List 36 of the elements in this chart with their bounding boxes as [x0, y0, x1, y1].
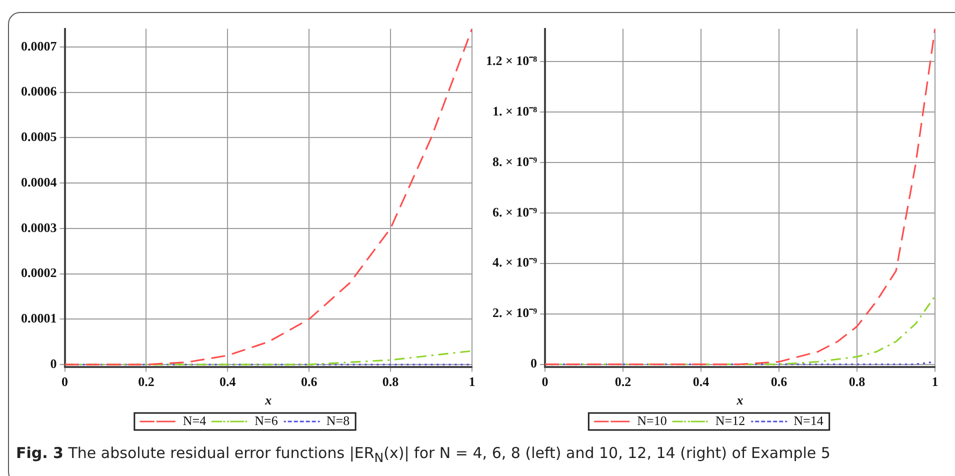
legend-label: N=4	[182, 412, 207, 428]
x-tick-label: 0.2	[614, 374, 632, 389]
y-tick-label: 0	[50, 356, 57, 371]
legend-label: N=8	[326, 412, 350, 428]
y-tick-label: 8. × 10⁻⁹	[492, 154, 538, 169]
y-tick-label: 0.0005	[21, 129, 58, 144]
y-tick-label: 1.2 × 10⁻⁸	[486, 52, 538, 68]
y-tick-label: 0.0003	[21, 220, 58, 235]
y-tick-label: 1. × 10⁻⁸	[492, 103, 538, 118]
y-tick-label: 0.0007	[21, 38, 58, 54]
x-tick-label: 0.8	[848, 374, 866, 389]
y-tick-label: 2. × 10⁻⁹	[492, 305, 538, 320]
x-tick-label: 1	[932, 374, 938, 389]
y-tick-label: 0.0001	[21, 310, 57, 326]
x-tick-label: 0	[542, 374, 548, 389]
y-tick-label: 6. × 10⁻⁹	[492, 204, 538, 220]
x-tick-label: 0.2	[138, 374, 154, 389]
x-tick-label: 0.6	[770, 374, 788, 389]
y-tick-label: 0.0006	[21, 84, 58, 99]
legend-label: N=6	[254, 412, 278, 428]
x-tick-label: 0.8	[382, 374, 400, 389]
y-tick-label: 0.0002	[21, 265, 57, 280]
x-tick-label: 0.4	[220, 374, 236, 389]
x-axis-title: x	[264, 392, 272, 408]
x-tick-label: 0.6	[300, 374, 318, 389]
y-tick-label: 0	[530, 356, 538, 371]
legend-label: N=12	[715, 412, 746, 428]
legend-label: N=14	[794, 412, 824, 428]
x-tick-label: 0	[62, 374, 68, 389]
legend-label: N=10	[637, 412, 667, 428]
y-tick-label: 0.0004	[21, 174, 58, 190]
x-tick-label: 1	[468, 374, 476, 389]
x-tick-label: 0.4	[692, 374, 710, 389]
y-tick-label: 4. × 10⁻⁹	[492, 254, 538, 270]
x-axis-title: x	[736, 392, 744, 408]
text: Fig. 3 The absolute residual error functions |ER$_{N}$(x)| for N = 4, 6, 8 (left) and 10, 12, 14 (right) of Example 5	[16, 444, 830, 465]
